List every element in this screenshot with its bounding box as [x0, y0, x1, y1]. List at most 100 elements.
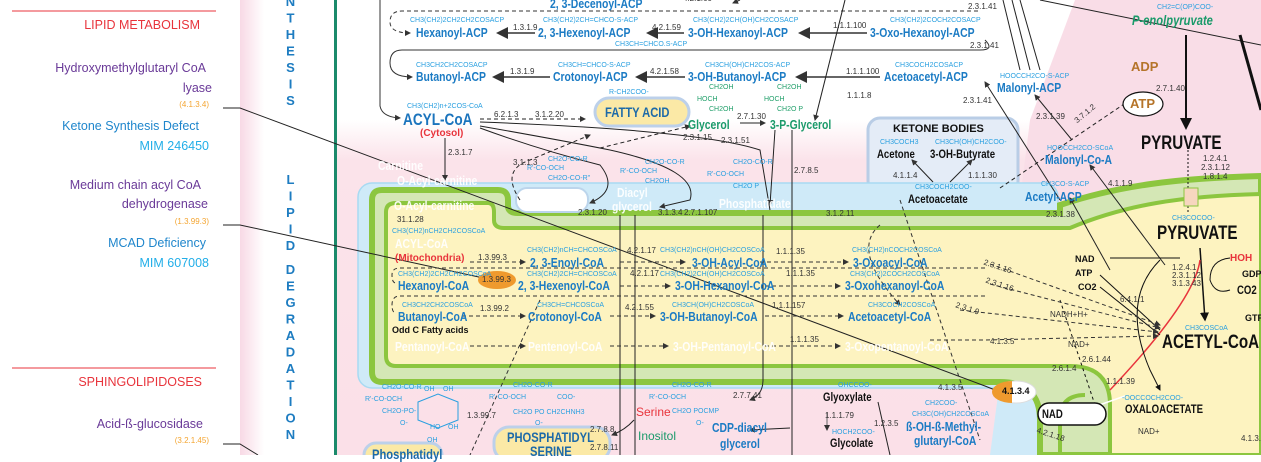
formula-label: CH3(CH2)n+2COS-CoA [407, 103, 483, 110]
compound-label: Phosphatidate [719, 196, 791, 211]
formula-label: CH3CH(OH)CH2COSCoA [672, 302, 755, 309]
formula-label: HOOCCH2CO-SCoA [1047, 145, 1114, 152]
compound-label: Butanoyl-ACP [416, 69, 486, 84]
formula-label: CH3(CH2)nCH(OH)CH2COSCoA [660, 247, 765, 254]
mim-number: MIM 246450 [139, 139, 209, 153]
formula-label: CH3CH=CHCO.S-ACP [615, 41, 688, 48]
compound-label: glycerol [720, 436, 760, 451]
enzyme-ec-label: 2.7.1.40 [1156, 84, 1185, 93]
compound-label: Diacyl [617, 185, 648, 200]
compound-label: ß-OH-ß-Methyl- [906, 419, 982, 434]
compound-label: Hexanoyl-CoA [398, 278, 470, 293]
compound-label: O-Acyl-carnitine [394, 198, 475, 213]
enzyme-ec-label: 4.2.1.58 [650, 67, 679, 76]
formula-label: CH2O PO CH2CHNH3 [513, 409, 585, 416]
formula-label: CH3(CH2)nCOCH2COSCoA [852, 247, 942, 254]
cofactor-label: ATP [1130, 96, 1156, 111]
formula-label: R'-CO-OCH [489, 394, 527, 401]
compound-label: Acetyl-ACP [1025, 189, 1082, 204]
formula-label: CH2O P [733, 183, 760, 190]
formula-label: CH3COCH3 [880, 139, 919, 146]
enzyme-name: Medium chain acyl CoA [69, 178, 201, 192]
formula-label: CH3CH=CHCOSCoA [537, 302, 605, 309]
formula-label: CH3(CH2)2CH2CH2COSACP [410, 17, 505, 24]
compound-label: 3-OH-Butanoyl-CoA [660, 309, 758, 324]
formula-label: R'-CO-OCH [365, 396, 403, 403]
enzyme-ec-label: 4.1.3. [1241, 434, 1261, 443]
compound-label: Glycolate [830, 436, 874, 450]
triglyceride-bubble [515, 187, 589, 213]
formula-label: OHCCOO- [838, 382, 872, 389]
cofactor-label: ADP [1131, 59, 1159, 74]
formula-label: CH3(CH2)2COCH2COSCoA [850, 271, 940, 278]
formula-label: CH2O POCMP [672, 408, 720, 415]
formula-label: R-CH2COO- [609, 89, 649, 96]
enzyme-ec-label: 2.6.1.44 [1082, 355, 1111, 364]
enzyme-ec-label: 1.3.99.3 [478, 253, 507, 262]
cofactor-label: Odd C Fatty acids [392, 325, 469, 335]
formula-label: CH3(CH2)2CH2CH2COSCoA [398, 271, 492, 278]
enzyme-name: Acid-ß-glucosidase [96, 417, 203, 431]
enzyme-ec-label: 2.3.1.20 [578, 208, 607, 217]
enzyme-ec-label: 6.4.1.1 [1120, 295, 1145, 304]
enzyme-ec-label: 1.1.1.79 [825, 411, 854, 420]
compound-label: P-enolpyruvate [1132, 12, 1213, 28]
formula-label: CH3COCOO- [1172, 215, 1215, 222]
lipid-metabolism-heading: LIPID METABOLISM [84, 18, 200, 32]
enzyme-ec-label: 1.3.99.3 [482, 275, 511, 284]
compound-label: Acetoacetate [908, 192, 968, 206]
compound-label: Glyoxylate [823, 390, 872, 404]
enzyme-ec-label: 1.1.1.35 [776, 247, 805, 256]
enzyme-ec-label: 1.3.99.2 [480, 304, 509, 313]
enzyme-ec-label: 2.7.7.41 [733, 391, 762, 400]
inositol-ring [417, 393, 459, 429]
section-label-lipid: LIPID [283, 172, 298, 255]
enzyme-ec-label: 1.2.4.1 [1172, 263, 1197, 272]
compound-label: 3-OH-Butanoyl-ACP [688, 69, 787, 84]
callout-line-4-1-3-4 [223, 107, 1001, 393]
formula-label: CH3(CH2)2CH(OH)CH2COSCoA [660, 271, 765, 278]
compound-label: glutaryl-CoA [914, 433, 977, 448]
enzyme-name: Hydroxymethylglutaryl CoA [55, 61, 206, 75]
enzyme-ec-label: 31.1.28 [397, 215, 424, 224]
formula-label: O- [535, 420, 543, 427]
formula-label: CH2COO- [925, 400, 958, 407]
formula-label: HOOCCH2CO-S-ACP [1000, 73, 1070, 80]
synthesis-step-arrows [492, 27, 880, 83]
formula-label: CH2OH [645, 178, 670, 185]
section-divider [334, 0, 337, 455]
formula-label: CH2O-PO- [382, 408, 417, 415]
enzyme-ec-label: 1.1.1.35 [786, 269, 815, 278]
enzyme-ec-label: 4.1.1.9 [1108, 179, 1133, 188]
ec-number: (4.1.3.4) [179, 100, 209, 109]
compound-label: Butanoyl-CoA [398, 309, 468, 324]
enzyme-ec-label: 1.1.1.100 [833, 21, 867, 30]
formula-label: OH [448, 424, 459, 431]
ketone-arrows [911, 0, 1261, 271]
compound-label: Carnitine [378, 158, 424, 173]
enzyme-ec-label: 6.2.1.3 [494, 110, 519, 119]
compound-label: Malonyl-ACP [997, 80, 1062, 95]
enzyme-ec-label: 4.2.1.17 [630, 269, 659, 278]
callout-line-1-3-99-3 [223, 224, 489, 280]
compound-label: 3-Oxo-Hexanoyl-ACP [870, 25, 975, 40]
formula-label: CH3CH(OH)CH2COS-ACP [705, 62, 791, 69]
compound-label: Serine [636, 405, 671, 419]
enzyme-ec-label: 2.7.1.30 [737, 112, 766, 121]
compound-label: Crotonoyl-CoA [528, 309, 602, 324]
enzyme-ec-label: 4.1.1.4 [893, 171, 918, 180]
enzyme-ec-label: 1.1.1.8 [847, 91, 872, 100]
formula-label: O- [400, 420, 408, 427]
formula-label: CH3(CH2)nCH2CH2COSCoA [392, 228, 486, 235]
compound-label: CDP-diacyl [712, 420, 767, 435]
formula-label: CH3(CH2)2COCH2COSACP [890, 17, 981, 24]
enzyme-ec-label: 2.3.1.39 [1036, 112, 1065, 121]
enzyme-ec-label: 1.3.99.7 [467, 411, 496, 420]
compound-label: 3-P-Glycerol [770, 117, 832, 132]
cofactor-label: NAD [1075, 254, 1095, 264]
ec-number: (1.3.99.3) [174, 217, 209, 226]
enzyme-ec-label: 1.1.1.35 [790, 335, 819, 344]
cofactor-label: 4.1.3.4 [1002, 386, 1030, 396]
enzyme-ec-label: 1.1.1.100 [846, 67, 880, 76]
enzyme-ec-label: 4.1.3.5 [990, 337, 1015, 346]
